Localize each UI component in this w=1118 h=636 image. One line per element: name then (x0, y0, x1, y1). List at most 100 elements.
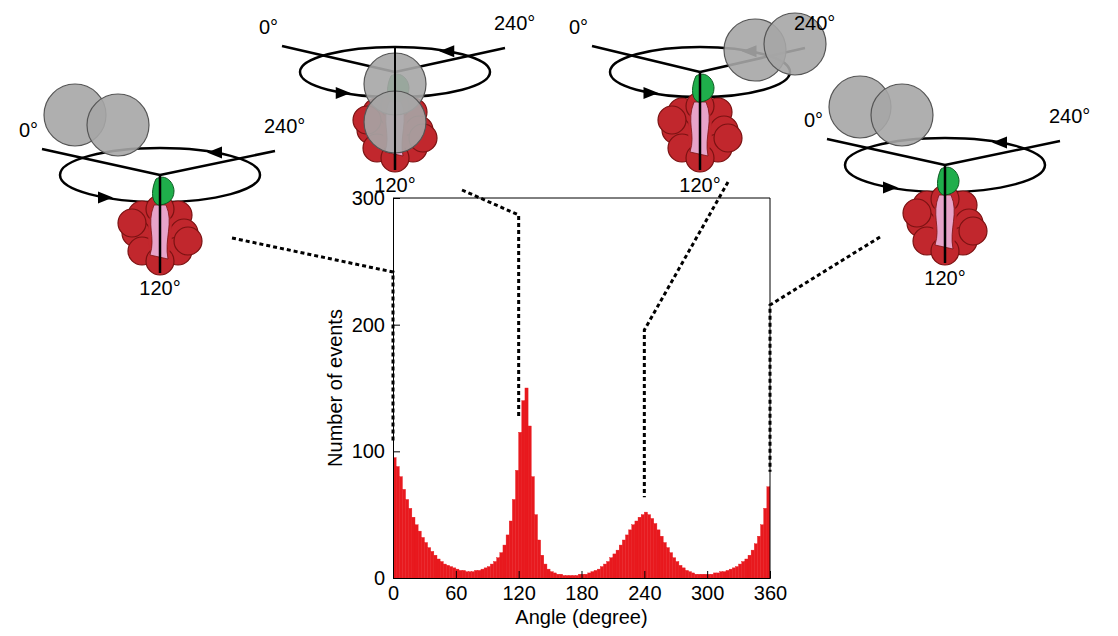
x-axis-title: Angle (degree) (515, 606, 647, 628)
histogram-bar (654, 524, 657, 578)
histogram-bar (698, 574, 701, 578)
histogram-bar (519, 432, 522, 578)
x-tick-label: 300 (691, 582, 724, 604)
histogram-bar (409, 508, 412, 578)
y-tick: 100 (352, 440, 400, 462)
histogram-bar (550, 572, 553, 578)
histogram-bar (600, 567, 603, 578)
angle-label: 0° (19, 119, 38, 141)
orbit-arrow (336, 87, 351, 99)
histogram-bar (619, 545, 622, 578)
x-tick-mark (456, 571, 457, 578)
histogram-bar (475, 570, 478, 578)
histogram-bar (531, 477, 534, 578)
histogram-bar (641, 515, 644, 578)
x-tick-mark (644, 571, 645, 578)
x-tick-mark (582, 571, 583, 578)
histogram-bar (434, 555, 437, 578)
histogram-bar (503, 545, 506, 578)
histogram-bar (638, 517, 641, 578)
leader-line (462, 190, 519, 417)
angle-label: 240° (1049, 105, 1090, 127)
chart: 0601201802403003600100200300Angle (degre… (0, 0, 1118, 636)
histogram-bar (742, 562, 745, 578)
histogram-bar (660, 536, 663, 578)
histogram-bar (465, 572, 468, 578)
x-tick-label: 180 (565, 582, 598, 604)
leader-line (770, 237, 880, 472)
diagrams: 0°240°120°0°240°120°0°240°120°0°240°120° (19, 12, 1091, 299)
histogram-bar (462, 570, 465, 578)
x-tick: 360 (754, 571, 787, 604)
histogram-bar (522, 401, 525, 578)
histogram-bar (509, 521, 512, 578)
axis-120-front (394, 47, 396, 170)
x-tick: 120 (502, 571, 535, 604)
histogram-bar (437, 559, 440, 578)
x-tick-label: 360 (754, 582, 787, 604)
histogram-bar (607, 562, 610, 578)
histogram-bar (688, 572, 691, 578)
histogram-bar (616, 550, 619, 578)
protein-subunit (153, 177, 175, 205)
histogram-bar (682, 568, 685, 578)
histogram-bar (500, 553, 503, 578)
angle-label: 0° (569, 16, 588, 38)
y-tick-mark (393, 451, 400, 452)
histogram-bar (644, 512, 647, 578)
histogram-bar (440, 562, 443, 578)
histogram-bar (578, 574, 581, 578)
angle-label: 120° (139, 277, 180, 299)
histogram-bar (424, 543, 427, 578)
histogram-bar (490, 564, 493, 578)
orbit-arrow (207, 146, 222, 158)
orbit-arrow (98, 192, 113, 204)
histogram-bar (556, 574, 559, 578)
histogram-bar (412, 517, 415, 578)
rotor-diagram: 0°240°120° (569, 12, 836, 196)
histogram-bar (512, 499, 515, 578)
histogram-bar (745, 559, 748, 578)
bead (871, 84, 933, 146)
histogram-bar (553, 573, 556, 578)
histogram-bar (431, 551, 434, 578)
histogram-bar (478, 570, 481, 578)
x-tick: 60 (445, 571, 467, 604)
histogram-bar (625, 535, 628, 578)
histogram-bar (402, 489, 405, 578)
histogram-bar (701, 574, 704, 578)
protein-lobe (118, 209, 146, 237)
histogram-bar (481, 569, 484, 578)
histogram-bar (629, 530, 632, 578)
histogram-bar (456, 569, 459, 578)
histogram-bar (497, 558, 500, 578)
histogram-bar (591, 572, 594, 578)
histogram-bar (415, 525, 418, 578)
histogram-bar (669, 553, 672, 578)
y-tick-label: 100 (352, 440, 385, 462)
angle-label: 120° (924, 267, 965, 289)
angle-label: 0° (259, 16, 278, 38)
histogram-bar (534, 515, 537, 578)
histogram-bar (657, 530, 660, 578)
x-axis: 060120180240300360 (388, 571, 787, 604)
x-tick-label: 60 (445, 582, 467, 604)
protein-subunit (693, 74, 715, 102)
histogram-bar (446, 565, 449, 578)
histogram-bar (673, 558, 676, 578)
histogram-bar (726, 570, 729, 578)
histogram-bar (468, 572, 471, 578)
histogram-bar (399, 477, 402, 578)
histogram-bar (428, 548, 431, 578)
histogram-bar (525, 388, 528, 578)
axis-0 (592, 46, 700, 72)
histogram-bar (695, 574, 698, 578)
histogram-bar (761, 525, 764, 578)
histogram-bar (666, 548, 669, 578)
histogram-bar (717, 573, 720, 578)
orbit-arrow (439, 45, 454, 57)
histogram-bar (754, 544, 757, 578)
histogram-bar (764, 508, 767, 578)
frame-top (393, 198, 770, 199)
x-tick: 300 (691, 571, 724, 604)
